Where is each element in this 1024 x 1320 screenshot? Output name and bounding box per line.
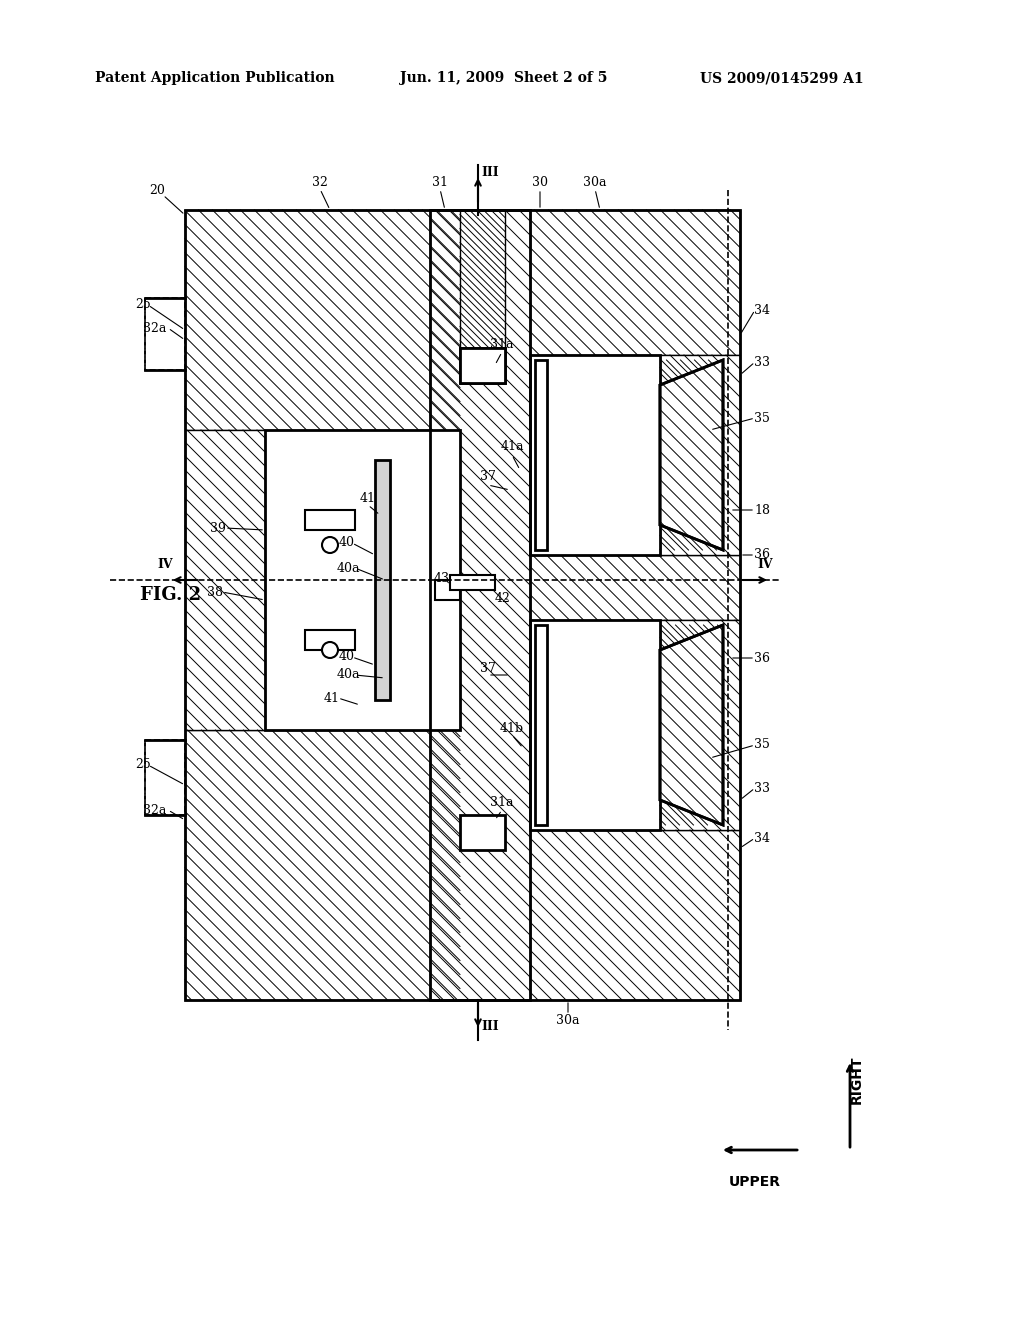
Text: 30a: 30a — [556, 1014, 580, 1027]
Text: 18: 18 — [754, 503, 770, 516]
Text: 41: 41 — [360, 491, 376, 504]
Bar — [185, 210, 460, 430]
Text: 25: 25 — [135, 298, 151, 312]
Text: Jun. 11, 2009  Sheet 2 of 5: Jun. 11, 2009 Sheet 2 of 5 — [400, 71, 607, 84]
Bar — [530, 620, 660, 830]
Bar — [185, 210, 740, 1001]
Text: IV: IV — [757, 558, 773, 572]
Bar — [305, 510, 355, 531]
Bar — [460, 210, 505, 348]
Text: 40: 40 — [339, 651, 355, 664]
Text: 31: 31 — [432, 177, 449, 190]
Text: 40a: 40a — [336, 668, 359, 681]
Text: 39: 39 — [210, 521, 226, 535]
Bar — [435, 579, 460, 601]
Text: 37: 37 — [480, 470, 496, 483]
Bar — [185, 430, 265, 730]
Text: 35: 35 — [754, 412, 770, 425]
Bar — [530, 554, 740, 620]
Circle shape — [322, 642, 338, 657]
Bar — [530, 355, 660, 554]
Polygon shape — [660, 624, 723, 825]
Bar — [460, 348, 505, 383]
Text: Patent Application Publication: Patent Application Publication — [95, 71, 335, 84]
Text: 34: 34 — [754, 304, 770, 317]
Text: IV: IV — [158, 558, 173, 572]
Text: 36: 36 — [754, 549, 770, 561]
Bar — [430, 210, 530, 1001]
Bar — [535, 360, 547, 550]
Bar — [460, 814, 505, 850]
Text: 40: 40 — [339, 536, 355, 549]
Text: 33: 33 — [754, 781, 770, 795]
Text: 25: 25 — [135, 759, 151, 771]
Text: 30a: 30a — [584, 177, 607, 190]
Text: 36: 36 — [754, 652, 770, 664]
Text: 20: 20 — [150, 183, 165, 197]
Bar — [145, 298, 185, 370]
Bar — [530, 830, 740, 1001]
Bar — [660, 620, 740, 830]
Text: UPPER: UPPER — [729, 1175, 781, 1189]
Bar — [450, 576, 495, 590]
Bar — [185, 730, 460, 1001]
Bar — [305, 630, 355, 649]
Polygon shape — [660, 360, 723, 550]
Bar — [535, 624, 547, 825]
Bar — [145, 741, 185, 814]
Text: 43: 43 — [434, 572, 450, 585]
Text: 31a: 31a — [490, 338, 514, 351]
Text: 31a: 31a — [490, 796, 514, 809]
Text: 34: 34 — [754, 832, 770, 845]
Bar — [460, 348, 505, 383]
Text: 40a: 40a — [336, 561, 359, 574]
Bar — [265, 430, 460, 730]
Text: 41: 41 — [324, 692, 340, 705]
Bar — [660, 355, 740, 554]
Text: 38: 38 — [207, 586, 223, 598]
Bar — [375, 459, 390, 700]
Text: III: III — [481, 1020, 499, 1034]
Text: 32a: 32a — [143, 322, 167, 334]
Text: 35: 35 — [754, 738, 770, 751]
Text: US 2009/0145299 A1: US 2009/0145299 A1 — [700, 71, 863, 84]
Text: 37: 37 — [480, 661, 496, 675]
Text: 41a: 41a — [501, 441, 523, 454]
Bar — [430, 210, 530, 1001]
Text: FIG. 2: FIG. 2 — [140, 586, 201, 605]
Text: 42: 42 — [495, 591, 511, 605]
Text: 30: 30 — [532, 177, 548, 190]
Text: RIGHT: RIGHT — [850, 1056, 864, 1105]
Text: III: III — [481, 165, 499, 178]
Text: 41b: 41b — [500, 722, 524, 734]
Text: 32a: 32a — [143, 804, 167, 817]
Text: 33: 33 — [754, 355, 770, 368]
Bar — [530, 210, 740, 355]
Text: 32: 32 — [312, 177, 328, 190]
Circle shape — [322, 537, 338, 553]
